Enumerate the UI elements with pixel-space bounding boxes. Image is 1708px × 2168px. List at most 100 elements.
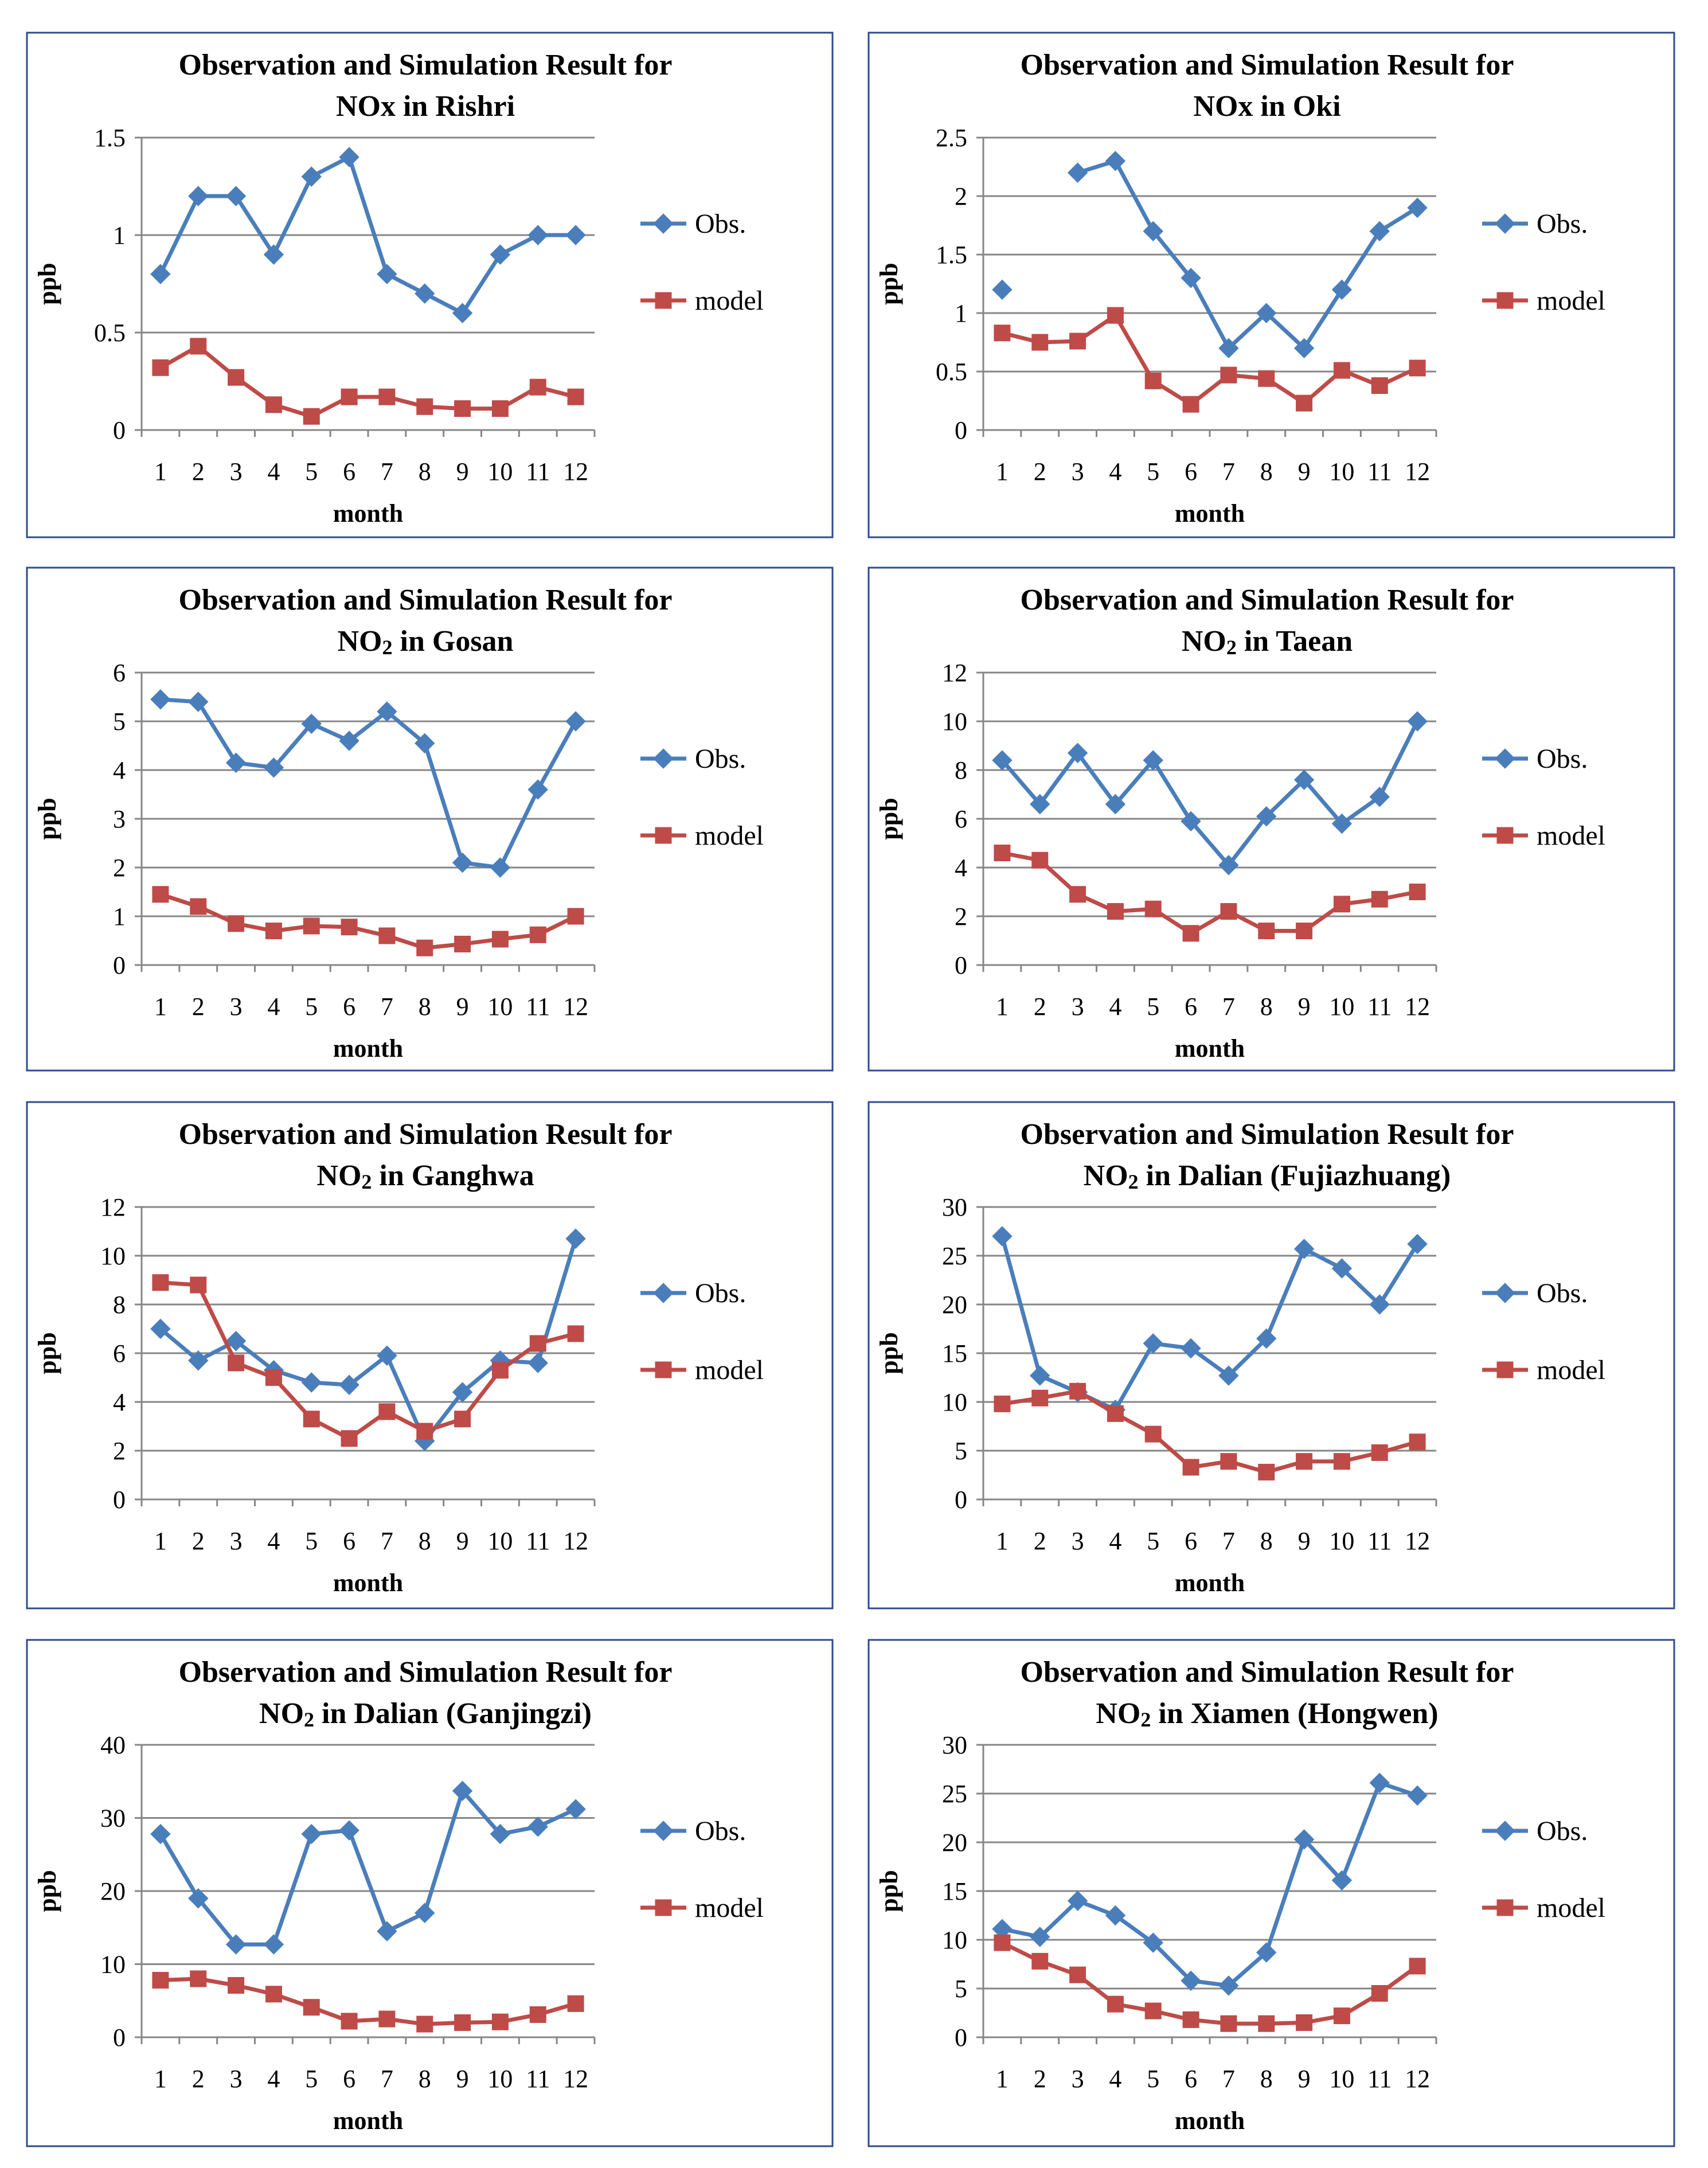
x-tick-label: 7	[381, 458, 393, 486]
data-point	[190, 1970, 207, 1987]
data-point	[1069, 1966, 1086, 1983]
data-point	[416, 1423, 433, 1440]
data-point	[1258, 923, 1275, 939]
data-point	[1369, 1772, 1390, 1794]
data-point	[565, 225, 586, 245]
y-tick-label: 6	[113, 1339, 126, 1368]
data-point	[1069, 1382, 1086, 1400]
data-point	[377, 701, 397, 722]
series-model: model	[994, 286, 1605, 413]
x-tick-label: 6	[343, 2065, 355, 2093]
y-tick-label: 20	[100, 1877, 126, 1905]
x-tick-label: 12	[1405, 1527, 1430, 1555]
y-tick-label: 25	[942, 1780, 967, 1808]
data-point	[1331, 1258, 1353, 1279]
data-point	[188, 1888, 209, 1909]
data-point	[150, 689, 171, 710]
legend-marker	[1495, 748, 1515, 769]
data-point	[1369, 787, 1390, 807]
legend-label: model	[1537, 1893, 1605, 1923]
x-tick-label: 2	[192, 2065, 205, 2093]
data-point	[454, 935, 471, 952]
data-point	[190, 898, 207, 915]
legend-label: model	[695, 821, 764, 851]
data-point	[1144, 372, 1162, 389]
x-tick-label: 1	[154, 2065, 167, 2093]
y-tick-label: 2	[113, 1437, 126, 1465]
x-tick-label: 3	[230, 1527, 243, 1555]
data-point	[527, 1353, 548, 1373]
legend-marker	[1495, 1821, 1515, 1841]
data-point	[490, 244, 511, 265]
x-tick-label: 9	[1298, 993, 1311, 1021]
x-tick-label: 7	[381, 993, 393, 1021]
x-tick-label: 4	[267, 2065, 280, 2093]
x-tick-label: 8	[1260, 2065, 1273, 2093]
y-axis-label: ppb	[875, 1870, 903, 1912]
data-point	[228, 1354, 245, 1372]
legend-marker	[655, 1361, 672, 1378]
y-axis-label: ppb	[33, 1332, 61, 1374]
data-point	[1143, 1932, 1163, 1953]
y-tick-label: 5	[113, 708, 126, 736]
x-tick-label: 9	[1298, 1527, 1311, 1555]
x-tick-label: 1	[996, 2065, 1009, 2093]
data-point	[1371, 1444, 1388, 1461]
legend-marker	[1496, 827, 1514, 844]
data-point	[1296, 1453, 1313, 1470]
x-axis-label: month	[333, 1569, 403, 1597]
data-point	[265, 923, 282, 939]
data-point	[1333, 362, 1350, 379]
x-tick-label: 9	[1298, 458, 1311, 486]
data-point	[1293, 769, 1315, 790]
data-point	[1256, 1942, 1277, 1963]
y-tick-label: 0	[955, 1486, 967, 1514]
data-point	[1220, 1453, 1237, 1470]
series-line	[1077, 159, 1418, 350]
data-point	[188, 1350, 209, 1371]
y-axis-label: ppb	[875, 263, 903, 304]
data-point	[341, 1430, 358, 1447]
chart-title-line: NOx in Rishri	[336, 90, 515, 123]
data-point	[1069, 886, 1086, 903]
data-point	[416, 939, 433, 956]
y-tick-label: 0	[955, 2024, 967, 2052]
series-model: model	[152, 821, 764, 956]
x-tick-label: 4	[1109, 1527, 1121, 1555]
data-point	[1031, 334, 1049, 351]
y-tick-label: 2.5	[936, 124, 967, 152]
data-point	[378, 1403, 396, 1420]
data-point	[1256, 303, 1277, 323]
data-point	[1407, 1233, 1428, 1255]
data-point	[992, 750, 1013, 771]
y-tick-label: 6	[113, 659, 126, 687]
x-tick-label: 2	[192, 993, 205, 1021]
x-tick-label: 2	[1034, 2065, 1046, 2093]
x-tick-label: 12	[1405, 993, 1430, 1021]
y-tick-label: 30	[942, 1193, 967, 1221]
series-model: model	[152, 286, 764, 425]
data-point	[527, 1817, 548, 1837]
data-point	[190, 338, 207, 355]
data-point	[301, 1823, 322, 1845]
data-point	[1409, 1433, 1426, 1451]
chart-frame	[26, 32, 834, 538]
x-tick-label: 4	[267, 993, 280, 1021]
data-point	[1293, 338, 1315, 358]
chart-title-line: Observation and Simulation Result for	[1021, 1656, 1514, 1689]
data-point	[1331, 1870, 1353, 1891]
x-tick-label: 10	[1329, 2065, 1354, 2093]
data-point	[992, 1226, 1013, 1247]
x-tick-label: 1	[996, 458, 1009, 486]
data-point	[1218, 338, 1239, 358]
x-axis-label: month	[333, 1034, 403, 1062]
data-point	[454, 400, 471, 417]
x-tick-label: 9	[456, 993, 469, 1021]
data-point	[415, 1903, 435, 1923]
chart-frame	[26, 1101, 834, 1610]
x-tick-label: 1	[154, 1527, 167, 1555]
legend-label: Obs.	[695, 744, 746, 774]
x-tick-label: 7	[1222, 993, 1235, 1021]
legend-label: Obs.	[1537, 744, 1588, 774]
series-obs: Obs.	[992, 151, 1588, 358]
